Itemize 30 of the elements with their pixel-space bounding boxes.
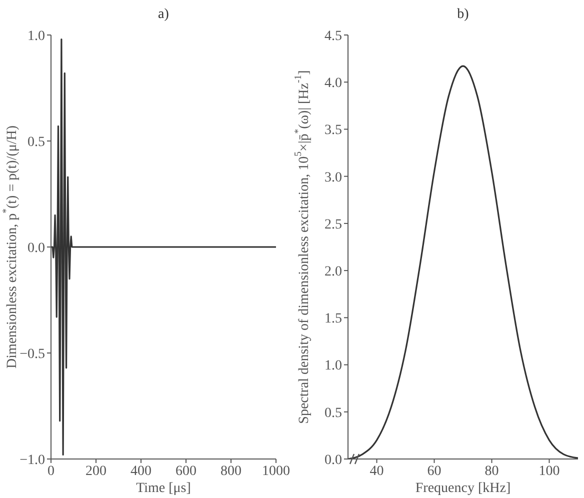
line-series [51, 38, 276, 456]
x-tick-label: 60 [427, 464, 442, 479]
y-tick-label: 3.0 [324, 170, 342, 186]
y-tick-label: 2.0 [324, 264, 342, 280]
x-tick-label: 800 [220, 464, 242, 479]
x-tick-label: 80 [484, 464, 499, 479]
y-tick-label: 3.5 [324, 123, 342, 138]
y-tick-label: 4.0 [324, 76, 342, 92]
y-tick-label: 0.0 [324, 452, 342, 468]
y-tick-label: 2.5 [324, 217, 342, 232]
y-tick-label: 0.0 [28, 240, 45, 256]
y-tick-label: 0.5 [324, 406, 342, 421]
y-tick-label: −1.0 [20, 452, 45, 468]
x-tick-label: 600 [176, 464, 196, 479]
x-tick-label: 400 [130, 464, 152, 479]
y-tick-label: 1.5 [324, 312, 342, 327]
x-tick-label: 100 [538, 464, 560, 479]
x-tick-label: 40 [370, 464, 384, 479]
x-axis-title: Frequency [kHz] [415, 481, 511, 496]
x-tick-label: 1000 [262, 464, 290, 479]
y-tick-label: 1.0 [324, 358, 342, 374]
x-axis-title: Time [μs] [136, 481, 191, 496]
y-tick-label: 1.0 [28, 28, 45, 44]
x-tick-label: 200 [86, 464, 106, 479]
x-tick-label: 0 [48, 464, 54, 479]
chart-title: a) [158, 7, 170, 22]
y-tick-label: 4.5 [324, 28, 342, 44]
y-tick-label: −0.5 [20, 346, 45, 362]
y-tick-label: 0.5 [28, 134, 45, 150]
chart-title: b) [457, 7, 470, 22]
